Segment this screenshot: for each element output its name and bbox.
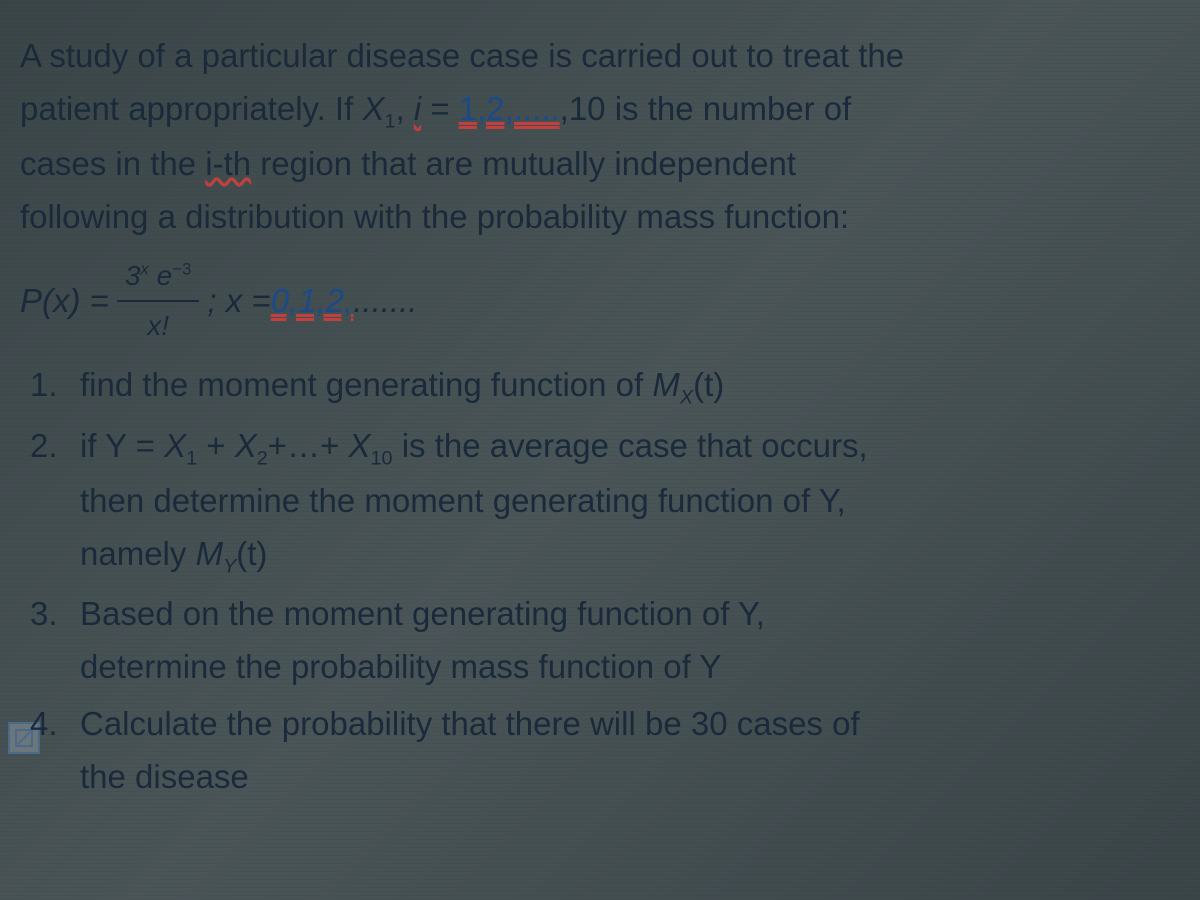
denominator: x! <box>139 302 177 349</box>
q3-line1: Based on the moment generating function … <box>80 595 765 632</box>
q1-t: (t) <box>693 366 724 403</box>
comma: , <box>395 90 413 127</box>
q2-subY: Y <box>223 555 236 577</box>
q4-marker: 4. <box>30 698 58 751</box>
domain-link[interactable]: 0,1,2, <box>271 275 354 328</box>
numerator: 3x e−3 <box>117 254 199 303</box>
pmf-formula: P(x) = 3x e−3 x! ; x = 0,1,2,....... <box>20 254 1180 350</box>
question-list: 1. find the moment generating function o… <box>20 359 1180 804</box>
formula-after: ; x = <box>207 275 270 328</box>
fraction: 3x e−3 x! <box>117 254 199 350</box>
intro-line3-part1: cases in the <box>20 145 205 182</box>
problem-content: A study of a particular disease case is … <box>20 30 1180 804</box>
q2-t: (t) <box>236 535 267 572</box>
q2-s1: 1 <box>186 447 197 469</box>
intro-paragraph: A study of a particular disease case is … <box>20 30 1180 244</box>
e: e <box>149 260 172 291</box>
q2-s10: 10 <box>371 447 393 469</box>
exp-x: x <box>141 259 149 278</box>
q2-line2: then determine the moment generating fun… <box>80 482 846 519</box>
q2-X10: X <box>349 427 371 464</box>
q4-line2: the disease <box>80 758 249 795</box>
q2-plus1: + <box>197 427 235 464</box>
question-1: 1. find the moment generating function o… <box>70 359 1180 414</box>
exp-neg3: −3 <box>172 259 191 278</box>
q4-line1: Calculate the probability that there wil… <box>80 705 860 742</box>
q2-plusdots: +…+ <box>268 427 349 464</box>
q2-line3-part1: namely <box>80 535 196 572</box>
eq: = <box>421 90 459 127</box>
q1-M: M <box>652 366 680 403</box>
sub-1: 1 <box>384 110 395 132</box>
q2-line1-part1: if Y = <box>80 427 164 464</box>
intro-line2-part1: patient appropriately. If <box>20 90 362 127</box>
P: P <box>20 275 42 328</box>
q3-line2: determine the probability mass function … <box>80 648 721 685</box>
q1-text: find the moment generating function of <box>80 366 652 403</box>
intro-line2-rest: ,10 is the number of <box>560 90 852 127</box>
q1-sub: X <box>680 387 693 409</box>
dots: ....... <box>353 275 417 328</box>
x-paren: (x) = <box>42 275 109 328</box>
intro-line4: following a distribution with the probab… <box>20 198 849 235</box>
base3: 3 <box>125 260 141 291</box>
q2-X1: X <box>164 427 186 464</box>
intro-line1: A study of a particular disease case is … <box>20 37 904 74</box>
q2-M: M <box>196 535 224 572</box>
ith-wavy: i-th <box>205 145 251 182</box>
question-2: 2. if Y = X1 + X2+…+ X10 is the average … <box>70 420 1180 583</box>
var-X: X <box>362 90 384 127</box>
question-4: 4. Calculate the probability that there … <box>70 698 1180 804</box>
q2-line1-rest: is the average case that occurs, <box>393 427 868 464</box>
intro-line3-rest: region that are mutually independent <box>251 145 796 182</box>
question-3: 3. Based on the moment generating functi… <box>70 588 1180 694</box>
link-12[interactable]: 1,2,..... <box>459 90 560 127</box>
q2-s2: 2 <box>257 447 268 469</box>
q3-marker: 3. <box>30 588 58 641</box>
q1-marker: 1. <box>30 359 58 412</box>
q2-marker: 2. <box>30 420 58 473</box>
q2-X2: X <box>235 427 257 464</box>
